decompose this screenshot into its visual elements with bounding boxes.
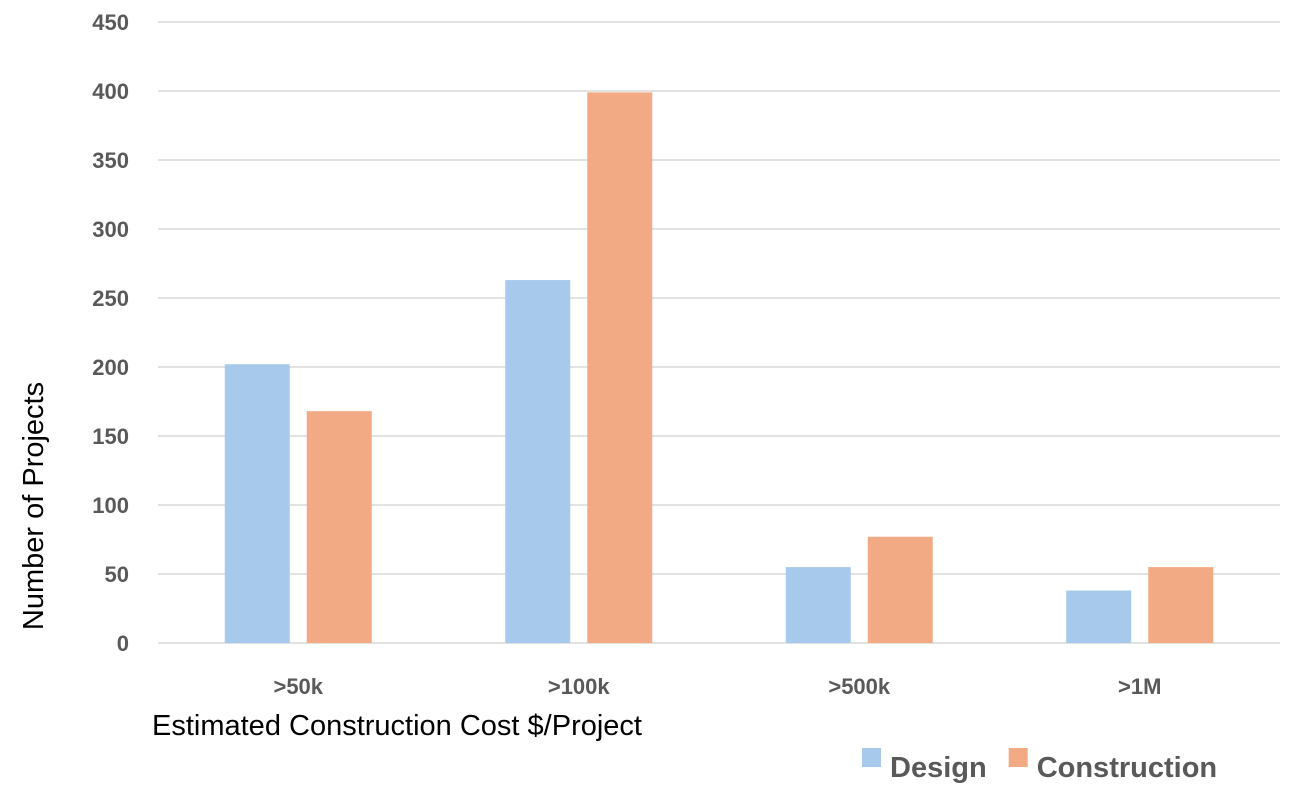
y-tick-label: 100 (92, 493, 129, 518)
y-tick-label: 50 (105, 562, 129, 587)
y-axis-title: Number of Projects (18, 382, 50, 630)
bar-construction-3 (1148, 567, 1214, 643)
x-axis-title: Estimated Construction Cost $/Project (152, 710, 642, 742)
legend-swatch-construction (1008, 748, 1028, 767)
y-tick-label: 450 (92, 10, 129, 35)
y-tick-label: 300 (92, 217, 129, 242)
y-tick-label: 350 (92, 148, 129, 173)
legend-label: Construction (1037, 752, 1217, 784)
bar-construction-2 (867, 536, 933, 643)
bar-construction-1 (587, 92, 653, 643)
x-tick-label: >100k (548, 674, 611, 699)
x-tick-label: >500k (828, 674, 891, 699)
x-tick-label: >50k (273, 674, 323, 699)
x-tick-label: >1M (1118, 674, 1161, 699)
y-tick-label: 200 (92, 355, 129, 380)
y-tick-label: 0 (117, 631, 129, 656)
legend: Design Construction (862, 748, 1217, 784)
legend-swatch-design (862, 748, 881, 767)
y-tick-label: 400 (92, 79, 129, 104)
bar-design-2 (785, 567, 851, 643)
bar-design-0 (224, 364, 290, 643)
y-axis-ticks: 0 50 100 150 200 250 300 350 400 450 (92, 10, 129, 656)
y-tick-label: 250 (92, 286, 129, 311)
legend-label: Design (890, 752, 987, 784)
y-tick-label: 150 (92, 424, 129, 449)
bars (224, 92, 1214, 643)
bar-design-3 (1066, 590, 1132, 643)
x-axis-ticks: >50k >100k >500k >1M (273, 674, 1161, 699)
bar-design-1 (505, 280, 571, 643)
bar-construction-0 (306, 411, 372, 643)
